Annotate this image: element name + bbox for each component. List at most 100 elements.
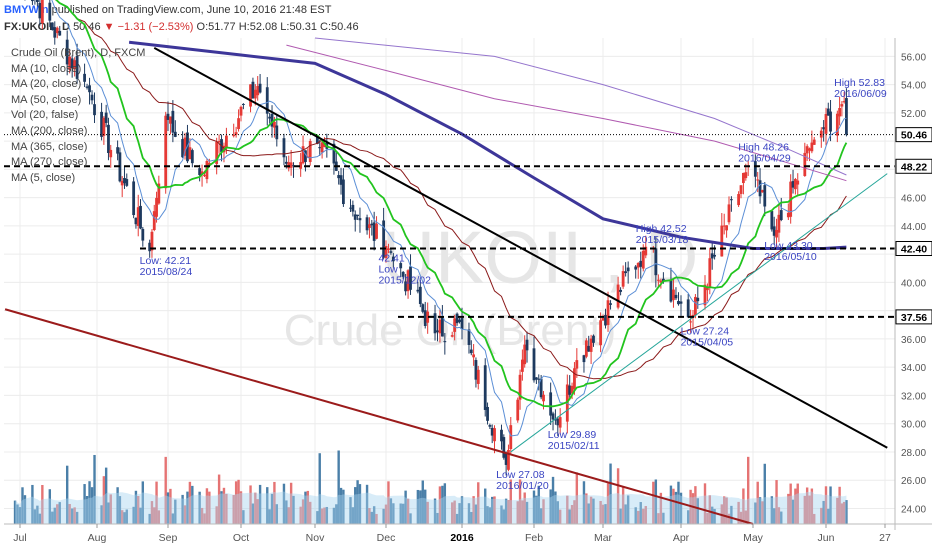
- volume-bar: [155, 481, 158, 524]
- volume-bar: [639, 502, 642, 524]
- candle-body: [703, 284, 707, 306]
- candle-body: [654, 248, 658, 276]
- volume-bar: [174, 499, 177, 524]
- candle-body: [679, 301, 683, 304]
- volume-bar: [474, 504, 478, 524]
- legend-item[interactable]: MA (10, close): [11, 62, 82, 75]
- legend-item[interactable]: Vol (20, false): [11, 109, 79, 122]
- candle-body: [624, 271, 628, 274]
- volume-bar: [85, 496, 89, 524]
- volume-bar: [169, 488, 172, 524]
- volume-bar: [320, 508, 324, 524]
- candle-body: [568, 385, 572, 395]
- candle-body: [116, 147, 120, 154]
- y-tick-label: 36.00: [901, 335, 926, 346]
- ma-20-line: [54, 0, 848, 408]
- volume-bar: [93, 454, 96, 524]
- y-tick-label: 26.00: [901, 476, 926, 487]
- candle-body: [391, 256, 395, 262]
- volume-bar: [634, 507, 637, 524]
- legend-item[interactable]: MA (365, close): [11, 140, 88, 153]
- volume-bar: [392, 503, 395, 524]
- volume-bar: [65, 465, 69, 524]
- candle-body: [58, 30, 62, 36]
- volume-bar: [758, 497, 762, 524]
- candle-body: [188, 147, 192, 160]
- legend-item[interactable]: MA (50, close): [11, 93, 82, 106]
- y-tick-label: 34.00: [901, 363, 926, 374]
- candle-body: [265, 87, 269, 114]
- candle-body: [169, 116, 172, 124]
- publisher-link[interactable]: BMYWin: [4, 4, 49, 16]
- candle-body: [669, 279, 673, 302]
- legend-item[interactable]: MA (5, close): [11, 171, 76, 184]
- candle-body: [725, 225, 728, 231]
- volume-bar: [805, 487, 809, 524]
- legend-item[interactable]: MA (270, close): [11, 156, 88, 169]
- volume-bar: [433, 498, 437, 524]
- candle-body: [183, 137, 187, 156]
- long-downtrend-trendline: [4, 308, 754, 525]
- candle-body: [406, 270, 410, 292]
- volume-bar: [810, 488, 814, 524]
- volume-bar: [134, 490, 138, 524]
- volume-bar: [387, 481, 390, 524]
- candle-body: [365, 217, 369, 231]
- volume-bar: [191, 485, 194, 524]
- candle-body: [132, 181, 136, 216]
- candle-body: [421, 304, 425, 312]
- candle-body: [775, 229, 778, 238]
- volume-bar: [725, 497, 728, 524]
- volume-bar: [535, 495, 538, 524]
- volume-bar: [754, 502, 757, 524]
- ohlc-values: O:51.77 H:52.08 L:50.31 C:50.46: [196, 21, 359, 33]
- last-price: 50.46: [73, 21, 101, 33]
- candle-body: [83, 73, 86, 82]
- volume-bar: [679, 492, 683, 524]
- volume-bar: [706, 512, 709, 524]
- candle-body: [793, 179, 797, 190]
- candle-body: [810, 142, 814, 152]
- volume-bar: [339, 487, 343, 524]
- volume-bar: [323, 507, 326, 524]
- candle-body: [370, 223, 374, 226]
- volume-bar: [542, 499, 545, 524]
- candle-body: [207, 162, 211, 166]
- volume-bar: [416, 489, 420, 524]
- volume-bar: [770, 496, 774, 524]
- candle-body: [619, 289, 623, 292]
- legend-item[interactable]: MA (20, close): [11, 78, 82, 91]
- legend-series-title[interactable]: Crude Oil (Brent), D, FXCM: [11, 47, 146, 59]
- volume-bar: [164, 456, 167, 524]
- annotation-text: 2015/02/11: [548, 440, 600, 452]
- ma-10-line: [51, 0, 847, 437]
- volume-bar: [220, 491, 223, 524]
- volume-bar: [691, 493, 695, 524]
- volume-bar: [73, 507, 76, 524]
- legend-item[interactable]: MA (200, close): [11, 124, 88, 137]
- candle-body: [215, 141, 219, 164]
- candle-body: [200, 171, 204, 175]
- candle-body: [758, 180, 762, 197]
- candle-body: [706, 286, 709, 291]
- volume-bar: [488, 507, 492, 524]
- candle-body: [534, 377, 538, 380]
- candle-body: [486, 406, 489, 421]
- candle-body: [368, 224, 371, 228]
- candle-body: [356, 214, 359, 217]
- volume-bar: [490, 496, 494, 524]
- candle-body: [472, 354, 476, 358]
- candle-body: [404, 281, 408, 292]
- volume-bar: [316, 511, 319, 524]
- candle-body: [73, 60, 77, 69]
- volume-bar: [275, 504, 279, 524]
- candle-body: [190, 150, 194, 164]
- publish-line: BMYWin published on TradingView.com, Jun…: [4, 4, 331, 16]
- candle-body: [148, 242, 152, 252]
- x-tick-label: May: [743, 532, 764, 544]
- candle-body: [53, 27, 57, 38]
- volume-bar: [502, 509, 506, 524]
- candle-body: [644, 246, 648, 256]
- volume-bar: [549, 489, 552, 524]
